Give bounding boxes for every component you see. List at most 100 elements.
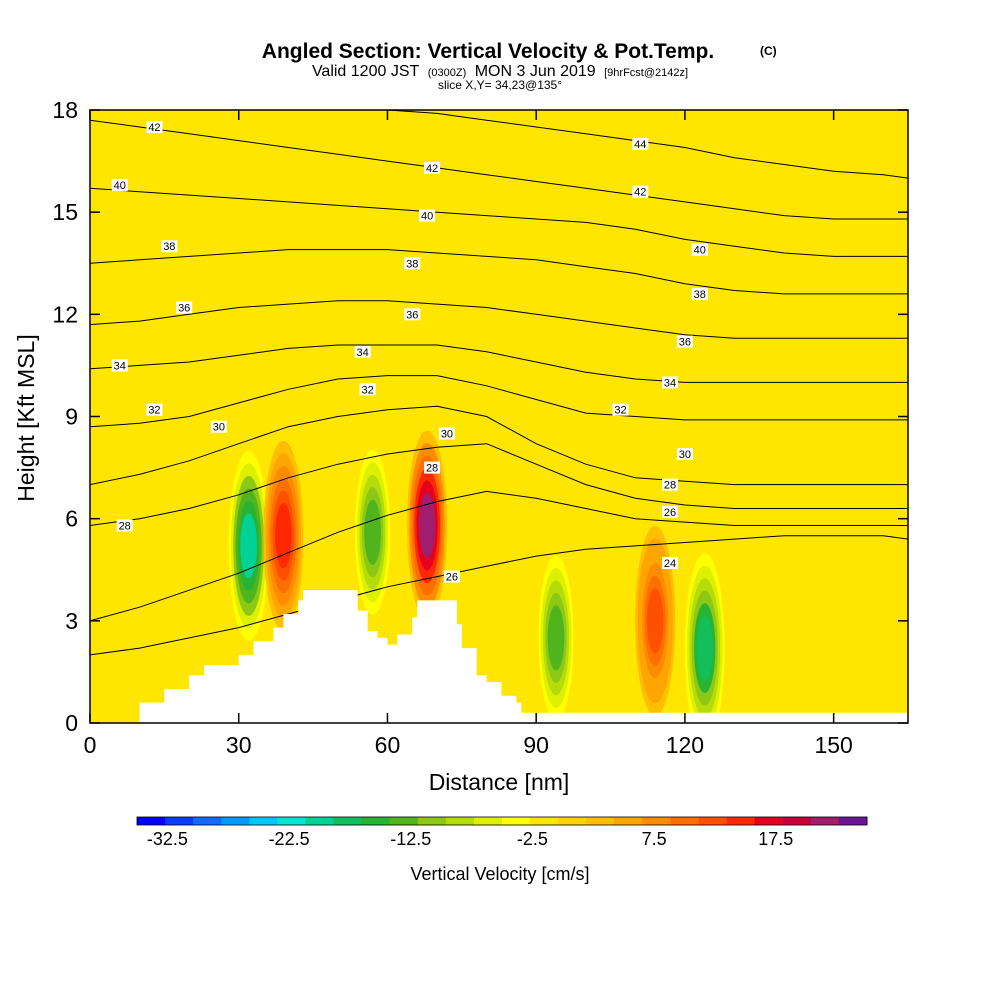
isentrope-label-2: 38 — [161, 240, 178, 253]
x-tick-label-3: 90 — [523, 732, 549, 758]
svg-text:40: 40 — [114, 180, 126, 192]
svg-text:36: 36 — [178, 303, 190, 315]
svg-text:36: 36 — [406, 309, 418, 321]
colorbar-tick-label-2: -12.5 — [390, 829, 431, 849]
svg-text:44: 44 — [634, 139, 646, 151]
svg-text:32: 32 — [148, 405, 160, 417]
colorbar-swatch-22 — [754, 817, 784, 825]
svg-text:42: 42 — [148, 122, 160, 134]
velocity-cell-0-layer-5 — [240, 513, 257, 579]
colorbar-tick-label-0: -32.5 — [147, 829, 188, 849]
isentrope-label-10: 38 — [404, 257, 421, 270]
isentrope-label-19: 40 — [691, 243, 708, 257]
isentrope-44-10 — [380, 110, 908, 179]
y-tick-label-1: 3 — [65, 608, 78, 634]
isentropes — [90, 110, 908, 656]
svg-text:32: 32 — [614, 405, 626, 417]
isentrope-40-8 — [90, 187, 908, 257]
colorbar-swatch-8 — [361, 817, 391, 825]
x-axis: 0 30 60 90 120 150 — [84, 110, 853, 758]
isentrope-36-6 — [90, 300, 908, 339]
x-tick-label-0: 0 — [84, 732, 97, 758]
colorbar-swatch-7 — [333, 817, 363, 825]
x-tick-label-4: 120 — [666, 732, 704, 758]
isentrope-32-4 — [90, 375, 908, 428]
isentrope-26-1 — [90, 490, 908, 622]
velocity-cell-1-layer-5 — [275, 503, 292, 569]
svg-text:38: 38 — [694, 289, 706, 301]
colorbar-swatch-2 — [193, 817, 222, 825]
svg-text:30: 30 — [213, 422, 225, 434]
colorbar-swatch-0 — [137, 817, 166, 825]
colorbar-swatch-19 — [670, 817, 700, 825]
isentrope-label-6: 30 — [210, 420, 227, 434]
chart-title-suffix: (C) — [760, 44, 777, 58]
isentrope-label-18: 42 — [632, 185, 649, 199]
y-tick-label-4: 12 — [52, 301, 78, 327]
svg-text:42: 42 — [634, 187, 646, 199]
isentrope-label-5: 32 — [146, 403, 163, 417]
isentrope-labels: 42 40 38 36 34 32 30 28 42 40 38 36 34 32 30 28 26 44 42 40… — [111, 121, 708, 584]
isentrope-34-5 — [90, 344, 908, 383]
isentrope-label-1: 40 — [111, 178, 128, 192]
x-tick-label-1: 30 — [226, 732, 252, 758]
x-axis-label: Distance [nm] — [429, 769, 570, 795]
x-tick-label-2: 60 — [375, 732, 401, 758]
velocity-cell-2-layer-5 — [364, 499, 381, 565]
isentrope-38-7 — [90, 249, 908, 295]
colorbar-swatch-6 — [305, 817, 335, 825]
svg-text:26: 26 — [446, 572, 458, 584]
svg-text:30: 30 — [441, 429, 453, 441]
colorbar-swatch-3 — [221, 817, 250, 825]
colorbar-swatch-13 — [502, 817, 531, 825]
plot-background — [90, 110, 908, 723]
colorbar-swatch-9 — [389, 817, 419, 825]
colorbar-swatch-21 — [726, 817, 756, 825]
svg-text:38: 38 — [163, 241, 175, 253]
svg-text:36: 36 — [679, 337, 691, 349]
isentrope-label-15: 28 — [424, 461, 441, 475]
velocity-cell-4-layer-5 — [547, 605, 565, 671]
svg-text:40: 40 — [421, 211, 433, 223]
isentrope-label-9: 40 — [419, 209, 436, 223]
y-tick-label-3: 9 — [65, 404, 78, 430]
colorbar-swatch-18 — [642, 817, 671, 825]
isentrope-label-25: 28 — [662, 478, 679, 492]
isentrope-30-3 — [90, 405, 908, 486]
colorbar-swatch-25 — [838, 817, 868, 825]
isentrope-label-26: 26 — [662, 505, 679, 519]
isentrope-label-14: 30 — [438, 427, 455, 441]
isentrope-label-22: 34 — [662, 376, 679, 389]
colorbar-swatch-10 — [417, 817, 447, 825]
colorbar-swatch-5 — [277, 817, 306, 825]
terrain — [90, 590, 908, 723]
velocity-cell-6-layer-5 — [696, 615, 714, 681]
isentrope-24-0 — [90, 535, 908, 656]
svg-text:28: 28 — [664, 480, 676, 492]
svg-text:26: 26 — [664, 507, 676, 519]
svg-text:24: 24 — [664, 558, 676, 570]
colorbar-swatch-12 — [473, 817, 503, 825]
colorbar-label: Vertical Velocity [cm/s] — [410, 864, 589, 884]
svg-text:32: 32 — [361, 384, 373, 396]
isentrope-label-24: 30 — [676, 447, 693, 461]
isentrope-label-23: 32 — [612, 403, 629, 417]
x-tick-label-5: 150 — [814, 732, 852, 758]
chart-title: Angled Section: Vertical Velocity & Pot.… — [262, 40, 714, 63]
y-tick-label-6: 18 — [52, 97, 78, 123]
isentrope-label-11: 36 — [404, 308, 421, 321]
isentrope-label-8: 42 — [424, 161, 441, 175]
svg-text:40: 40 — [694, 245, 706, 257]
chart-subtitle: Valid 1200 JST (0300Z) MON 3 Jun 2019 [9… — [312, 63, 688, 80]
y-tick-label-2: 6 — [65, 506, 78, 532]
velocity-cell-5-layer-5 — [646, 588, 664, 654]
svg-text:34: 34 — [664, 377, 676, 389]
isentrope-label-17: 44 — [632, 138, 649, 151]
colorbar-tick-label-5: 17.5 — [758, 829, 793, 849]
isentrope-label-21: 36 — [676, 335, 693, 349]
colorbar-swatch-20 — [698, 817, 728, 825]
isentrope-label-3: 36 — [176, 301, 193, 315]
y-tick-label-5: 15 — [52, 199, 78, 225]
velocity-field — [228, 430, 725, 723]
